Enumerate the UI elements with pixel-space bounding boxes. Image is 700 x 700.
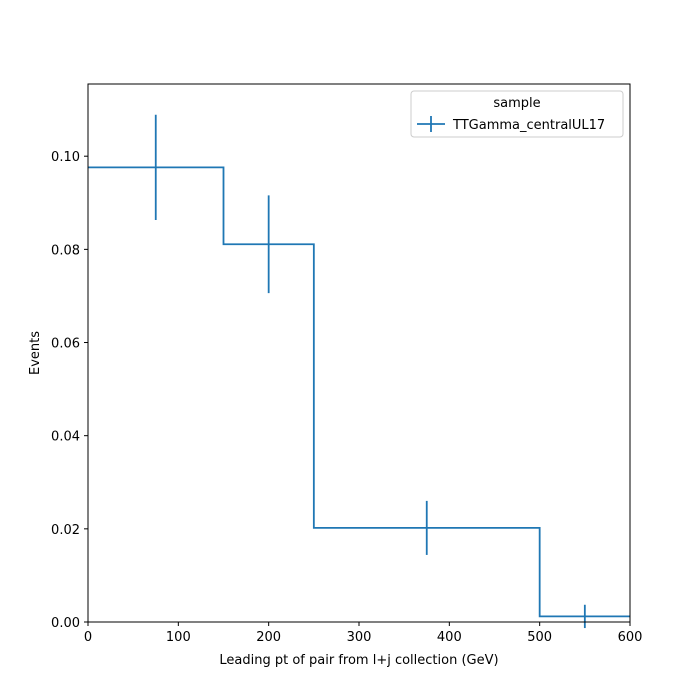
x-tick-label: 400 (437, 630, 462, 645)
legend-title: sample (493, 96, 540, 111)
x-tick-label: 500 (527, 630, 552, 645)
y-tick-label: 0.08 (51, 243, 80, 258)
series-step-line (88, 166, 630, 618)
legend-series-label: TTGamma_centralUL17 (452, 118, 605, 133)
plot-marks (88, 114, 630, 629)
x-axis: 0 100 200 300 400 500 600 (84, 622, 643, 645)
x-tick-label: 100 (166, 630, 191, 645)
y-tick-label: 0.00 (51, 616, 80, 631)
y-tick-label: 0.02 (51, 523, 80, 538)
legend: sample TTGamma_centralUL17 (410, 90, 624, 138)
plot-frame (87, 83, 631, 623)
x-tick-label: 300 (347, 630, 372, 645)
y-axis: 0.00 0.02 0.04 0.06 0.08 0.10 (51, 150, 88, 631)
x-tick-label: 600 (618, 630, 643, 645)
legend-box (410, 90, 624, 138)
y-tick-label: 0.04 (51, 430, 80, 445)
y-tick-label: 0.06 (51, 337, 80, 352)
legend-series-marker (417, 116, 445, 132)
x-axis-label: Leading pt of pair from l+j collection (… (219, 653, 498, 668)
x-tick-label: 0 (84, 630, 92, 645)
x-tick-label: 200 (256, 630, 281, 645)
y-tick-label: 0.10 (51, 150, 80, 165)
y-axis-label: Events (28, 331, 43, 375)
